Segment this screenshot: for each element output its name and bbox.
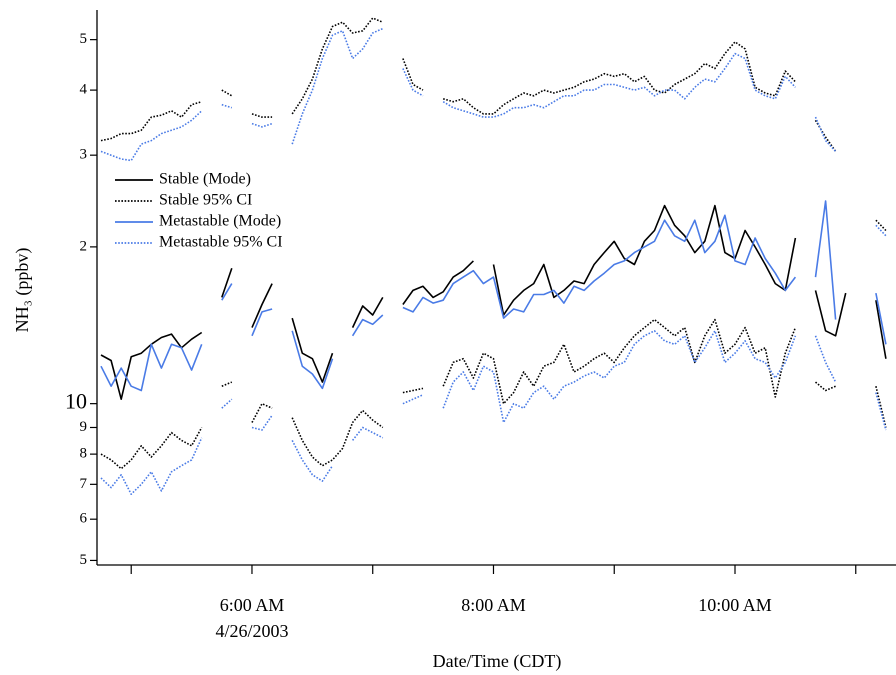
series-line (100, 318, 887, 470)
y-tick-label: 4 (80, 82, 88, 98)
y-tick-label: 6 (80, 511, 88, 527)
x-tick-label: 8:00 AM (461, 595, 526, 615)
x-axis-label: Date/Time (CDT) (433, 651, 562, 672)
legend-label: Metastable (Mode) (159, 213, 281, 230)
y-tick-label: 5 (80, 552, 88, 568)
x-tick-label: 10:00 AM (698, 595, 772, 615)
legend-label: Stable 95% CI (159, 192, 252, 209)
series-line (100, 200, 887, 392)
series-line (100, 17, 887, 232)
series-line (100, 27, 887, 237)
legend-label: Stable (Mode) (159, 171, 251, 188)
series-line (100, 330, 887, 495)
y-tick-label: 10 (65, 389, 87, 414)
y-tick-label: 7 (80, 476, 88, 492)
legend-label: Metastable 95% CI (159, 234, 283, 251)
y-tick-label: 5 (80, 31, 88, 47)
y-tick-label: 3 (80, 147, 88, 163)
y-tick-label: 8 (80, 446, 88, 462)
x-tick-label: 6:00 AM (220, 595, 285, 615)
y-tick-label: 2 (80, 238, 88, 254)
x-tick-sublabel: 4/26/2003 (215, 621, 288, 641)
y-axis-label: NH₃ (ppbv) (12, 248, 33, 333)
y-tick-label: 9 (80, 419, 88, 435)
